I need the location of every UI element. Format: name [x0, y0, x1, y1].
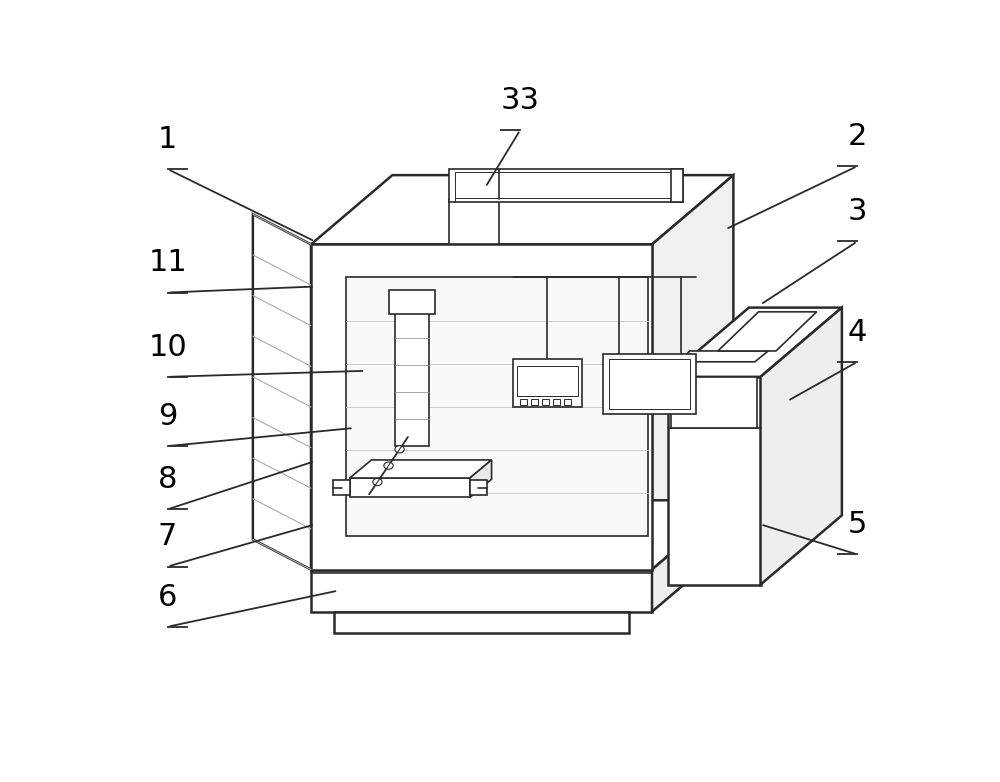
Bar [520, 399, 527, 404]
Bar [449, 169, 683, 202]
Bar [449, 199, 499, 244]
Text: 6: 6 [158, 583, 177, 612]
Bar [564, 399, 571, 404]
Text: 5: 5 [848, 511, 867, 540]
Polygon shape [761, 307, 842, 585]
Bar [311, 569, 652, 612]
Polygon shape [350, 460, 492, 478]
Text: 7: 7 [158, 522, 177, 551]
Bar [553, 399, 560, 404]
Text: 10: 10 [148, 333, 187, 362]
Bar [517, 366, 578, 396]
Circle shape [384, 462, 393, 469]
Text: 3: 3 [848, 197, 867, 226]
Circle shape [395, 446, 404, 453]
Bar [395, 310, 429, 446]
Text: 8: 8 [158, 465, 177, 494]
Polygon shape [652, 500, 733, 612]
Bar [311, 244, 652, 569]
Bar [531, 399, 538, 404]
Bar [333, 480, 350, 496]
Bar [609, 359, 690, 409]
Polygon shape [311, 500, 733, 569]
Bar [350, 478, 470, 497]
Bar [334, 612, 629, 633]
Polygon shape [718, 312, 817, 351]
Bar [671, 169, 683, 202]
Bar [455, 171, 677, 198]
Polygon shape [470, 460, 492, 497]
Bar [512, 359, 582, 407]
Polygon shape [668, 307, 842, 377]
Bar [542, 399, 549, 404]
Bar [603, 354, 696, 414]
Bar [470, 480, 487, 496]
Text: 33: 33 [501, 86, 540, 115]
Bar [346, 278, 648, 536]
Text: 11: 11 [148, 249, 187, 278]
Bar [388, 289, 435, 314]
Bar [671, 377, 757, 428]
Text: 2: 2 [848, 122, 867, 151]
Polygon shape [311, 175, 733, 244]
Circle shape [373, 479, 382, 486]
Text: 4: 4 [848, 317, 867, 346]
Polygon shape [679, 351, 768, 362]
Bar [668, 377, 761, 585]
Polygon shape [652, 175, 733, 569]
Polygon shape [253, 214, 311, 569]
Text: 9: 9 [158, 402, 177, 431]
Text: 1: 1 [158, 125, 177, 154]
